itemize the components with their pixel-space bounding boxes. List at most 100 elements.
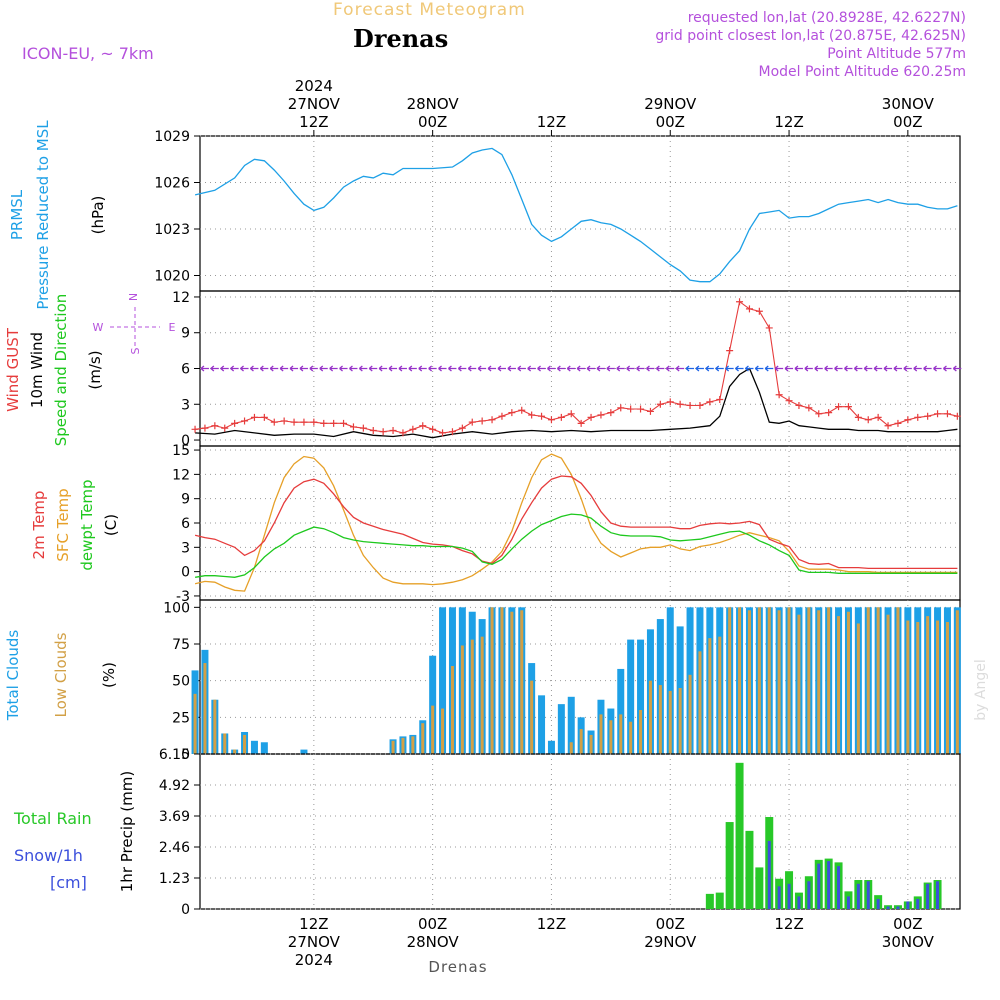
wind-direction-arrow bbox=[675, 365, 685, 372]
gust-marker bbox=[755, 307, 763, 315]
low-cloud-bar bbox=[500, 607, 504, 754]
gust-marker bbox=[795, 401, 803, 409]
wind-direction-arrow bbox=[556, 365, 566, 372]
gust-marker bbox=[369, 427, 377, 434]
gust-marker bbox=[260, 413, 268, 421]
gust-marker bbox=[854, 413, 862, 421]
total-cloud-bar bbox=[547, 740, 555, 754]
low-cloud-bar bbox=[619, 714, 623, 754]
precip-legend-unit: [cm] bbox=[50, 873, 87, 892]
wind-direction-arrow bbox=[844, 365, 853, 372]
snow-bar bbox=[896, 906, 900, 909]
low-cloud-bar bbox=[520, 610, 524, 754]
low-cloud-bar bbox=[817, 610, 821, 754]
low-cloud-bar bbox=[658, 685, 662, 754]
low-cloud-bar bbox=[757, 607, 761, 754]
wind-direction-arrow bbox=[715, 365, 724, 372]
wind-direction-arrow bbox=[646, 365, 655, 372]
gust-marker bbox=[340, 419, 348, 427]
wind-direction-arrow bbox=[903, 365, 912, 372]
wind-gust-line bbox=[195, 300, 958, 434]
wind-direction-arrow bbox=[586, 365, 596, 372]
wind-direction-arrow bbox=[566, 365, 576, 372]
wind-direction-arrow bbox=[834, 365, 843, 372]
rain-bar bbox=[745, 830, 754, 909]
y-tick-label: 9 bbox=[181, 492, 190, 508]
wind-direction-arrow bbox=[735, 365, 744, 372]
model-altitude: Model Point Altitude 620.25m bbox=[758, 64, 966, 80]
grid-point-coords: grid point closest lon,lat (20.875E, 42.… bbox=[655, 28, 966, 44]
wind-direction-arrow bbox=[507, 365, 516, 372]
low-cloud-bar bbox=[243, 734, 247, 754]
wind-direction-arrow bbox=[943, 365, 952, 372]
gust-marker bbox=[666, 398, 674, 406]
gust-marker bbox=[577, 419, 585, 427]
y-tick-label: 50 bbox=[172, 674, 190, 690]
total-cloud-bar bbox=[250, 740, 258, 754]
total-cloud-bar bbox=[538, 695, 546, 754]
time-label-bottom: 28NOV bbox=[407, 933, 460, 951]
y-tick-label: 9 bbox=[181, 326, 190, 342]
low-cloud-bar bbox=[510, 611, 514, 754]
compass-w: W bbox=[93, 321, 104, 334]
wind-direction-arrow bbox=[398, 365, 407, 372]
gust-marker bbox=[419, 422, 427, 430]
gust-marker bbox=[399, 429, 407, 437]
time-label-bottom: 12Z bbox=[774, 915, 803, 933]
wind-direction-arrow bbox=[804, 365, 813, 372]
total-cloud-bar bbox=[617, 668, 625, 754]
total-cloud-bar bbox=[637, 639, 645, 754]
wind-direction-arrow bbox=[933, 365, 942, 372]
gust-marker bbox=[191, 425, 199, 433]
y-tick-label: 0 bbox=[181, 565, 190, 581]
wind-direction-arrow bbox=[863, 365, 873, 372]
compass-rose bbox=[110, 307, 160, 347]
y-axis-label: (hPa) bbox=[89, 196, 107, 235]
wind-direction-arrow bbox=[606, 365, 615, 372]
low-cloud-bar bbox=[747, 610, 751, 754]
y-tick-label: 100 bbox=[163, 600, 190, 616]
total-cloud-bar bbox=[567, 696, 575, 754]
gust-marker bbox=[844, 403, 852, 411]
y-tick-label: 2.46 bbox=[159, 840, 190, 856]
low-cloud-bar bbox=[431, 705, 435, 754]
wind-direction-arrow bbox=[853, 365, 863, 372]
y-axis-label: 10m Wind bbox=[28, 332, 46, 408]
panel-frame-pressure bbox=[199, 135, 961, 292]
total-cloud-bar bbox=[260, 742, 268, 754]
low-cloud-bar bbox=[530, 680, 534, 754]
time-label-bottom: 00Z bbox=[418, 915, 447, 933]
gust-marker bbox=[924, 412, 932, 420]
gust-marker bbox=[627, 405, 635, 413]
wind-direction-arrow bbox=[952, 365, 962, 372]
low-cloud-bar bbox=[639, 710, 643, 754]
gust-marker bbox=[310, 418, 318, 426]
gust-marker bbox=[468, 418, 476, 426]
wind-direction-arrow bbox=[289, 365, 299, 372]
wind-direction-arrow bbox=[448, 365, 457, 372]
gust-marker bbox=[498, 412, 506, 420]
y-tick-label: 12 bbox=[172, 290, 190, 306]
time-label-top: 30NOV bbox=[882, 95, 935, 113]
y-tick-label: 6.15 bbox=[159, 747, 190, 763]
snow-bar bbox=[886, 906, 890, 909]
time-label-bottom: 00Z bbox=[656, 915, 685, 933]
wind-direction-arrow bbox=[220, 365, 229, 372]
time-label-bottom: 12Z bbox=[537, 915, 566, 933]
gust-marker bbox=[478, 417, 486, 425]
y-tick-label: 1026 bbox=[154, 176, 190, 192]
low-cloud-bar bbox=[490, 607, 494, 754]
gust-marker bbox=[904, 416, 912, 424]
y-axis-label: Speed and Direction bbox=[52, 294, 70, 447]
compass-e: E bbox=[169, 321, 176, 334]
wind-speed-line bbox=[195, 367, 958, 439]
low-cloud-bar bbox=[421, 723, 425, 754]
low-cloud-bar bbox=[708, 638, 712, 754]
low-cloud-bar bbox=[441, 708, 445, 754]
y-tick-label: 4.92 bbox=[159, 778, 190, 794]
low-cloud-bar bbox=[678, 688, 682, 754]
gust-marker bbox=[211, 422, 219, 430]
gust-marker bbox=[488, 416, 496, 424]
gust-marker bbox=[864, 416, 872, 424]
wind-direction-arrow bbox=[596, 365, 605, 372]
